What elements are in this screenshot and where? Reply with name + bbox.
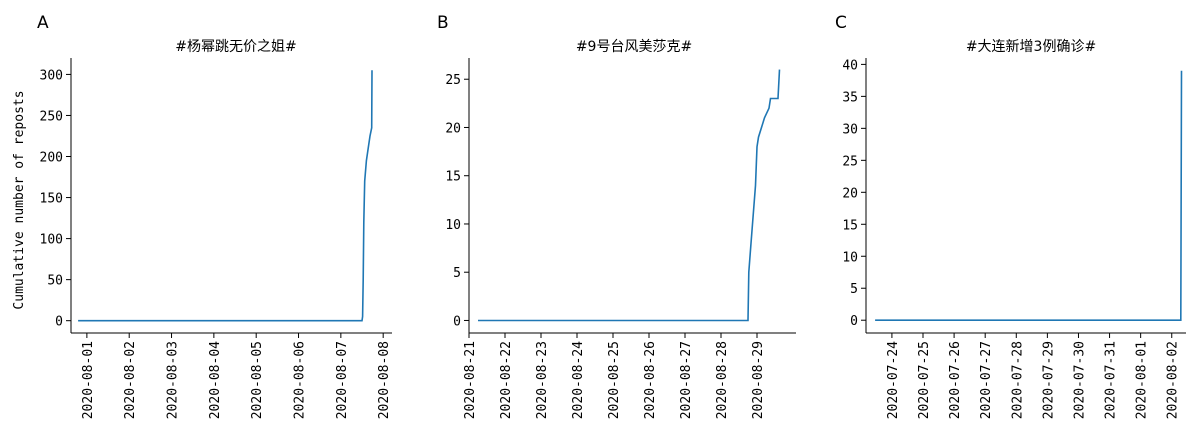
x-tick-label: 2020-07-25 [917, 341, 932, 419]
y-tick-label: 5 [850, 282, 858, 297]
y-tick-label: 0 [453, 314, 461, 329]
x-tick-label: 2020-07-24 [886, 341, 901, 419]
y-tick-label: 5 [453, 266, 461, 281]
x-tick-label: 2020-08-26 [643, 341, 658, 419]
y-tick-label: 300 [40, 68, 63, 83]
series-line [478, 69, 781, 322]
y-tick-label: 20 [445, 121, 461, 136]
panel-b-plot: 0 5 10 15 20 25 2020-08-21 2020-08-22 2020-08-23… [445, 58, 796, 419]
y-tick-label: 250 [40, 109, 63, 124]
y-tick-label: 25 [842, 154, 858, 169]
x-tick-label: 2020-08-29 [751, 341, 766, 419]
x-tick-label: 2020-08-01 [81, 341, 96, 419]
x-tick-label: 2020-08-27 [679, 341, 694, 419]
y-tick-label: 150 [40, 192, 63, 207]
y-tick-label: 15 [842, 218, 858, 233]
y-tick-label: 100 [40, 233, 63, 248]
x-tick-label: 2020-07-28 [1010, 341, 1025, 419]
x-tick-label: 2020-07-30 [1072, 341, 1087, 419]
y-tick-label: 30 [842, 122, 858, 137]
x-tick-label: 2020-08-02 [123, 341, 138, 419]
x-tick-label: 2020-08-23 [535, 341, 550, 419]
x-tick-label: 2020-08-06 [293, 341, 308, 419]
y-tick-label: 200 [40, 151, 63, 166]
series-line [875, 70, 1183, 321]
x-tick-label: 2020-08-04 [208, 341, 223, 419]
y-tick-label: 20 [842, 186, 858, 201]
x-tick-label: 2020-08-02 [1166, 341, 1181, 419]
x-tick-label: 2020-07-29 [1041, 341, 1056, 419]
y-tick-label: 10 [445, 218, 461, 233]
panel-c-plot: 0 5 10 15 20 25 30 35 40 2020-07-24 2020-07-25 2020… [842, 58, 1186, 419]
panel-a: A #杨幂跳无价之姐# Cumulative number of reposts… [12, 13, 392, 419]
x-tick-label: 2020-07-26 [948, 341, 963, 419]
y-tick-label: 50 [47, 274, 63, 289]
panel-a-y-axis-label: Cumulative number of reposts [12, 90, 27, 309]
panel-c-letter: C [835, 13, 847, 33]
y-tick-label: 35 [842, 90, 858, 105]
panel-b: B #9号台风美莎克# 0 5 10 15 20 25 2020-08-21 2020-08-… [437, 13, 796, 419]
x-tick-label: 2020-08-05 [250, 341, 265, 419]
y-tick-label: 10 [842, 250, 858, 265]
panel-a-title: #杨幂跳无价之姐# [175, 39, 296, 55]
x-tick-label: 2020-08-03 [166, 341, 181, 419]
series-line [78, 70, 373, 322]
panel-a-letter: A [37, 13, 49, 33]
x-tick-label: 2020-07-27 [979, 341, 994, 419]
x-tick-label: 2020-08-24 [571, 341, 586, 419]
y-tick-label: 15 [445, 170, 461, 185]
y-tick-label: 40 [842, 58, 858, 73]
panel-b-title: #9号台风美莎克# [576, 39, 692, 55]
x-tick-label: 2020-08-25 [607, 341, 622, 419]
x-tick-label: 2020-08-28 [715, 341, 730, 419]
panel-c-title: #大连新增3例确诊# [966, 39, 1096, 55]
y-tick-label: 25 [445, 73, 461, 88]
x-tick-label: 2020-08-07 [335, 341, 350, 419]
x-tick-label: 2020-08-01 [1135, 341, 1150, 419]
panel-b-letter: B [437, 13, 449, 33]
y-tick-label: 0 [55, 315, 63, 330]
y-tick-label: 0 [850, 314, 858, 329]
x-tick-label: 2020-07-31 [1104, 341, 1119, 419]
x-tick-label: 2020-08-08 [377, 341, 392, 419]
x-tick-label: 2020-08-22 [499, 341, 514, 419]
panel-a-plot: 0 50 100 150 200 250 300 2020-08-01 2020-08-02 20… [40, 58, 392, 419]
panel-c: C #大连新增3例确诊# 0 5 10 15 20 25 30 35 40 2020-07-24 2… [835, 13, 1186, 419]
x-tick-label: 2020-08-21 [463, 341, 478, 419]
